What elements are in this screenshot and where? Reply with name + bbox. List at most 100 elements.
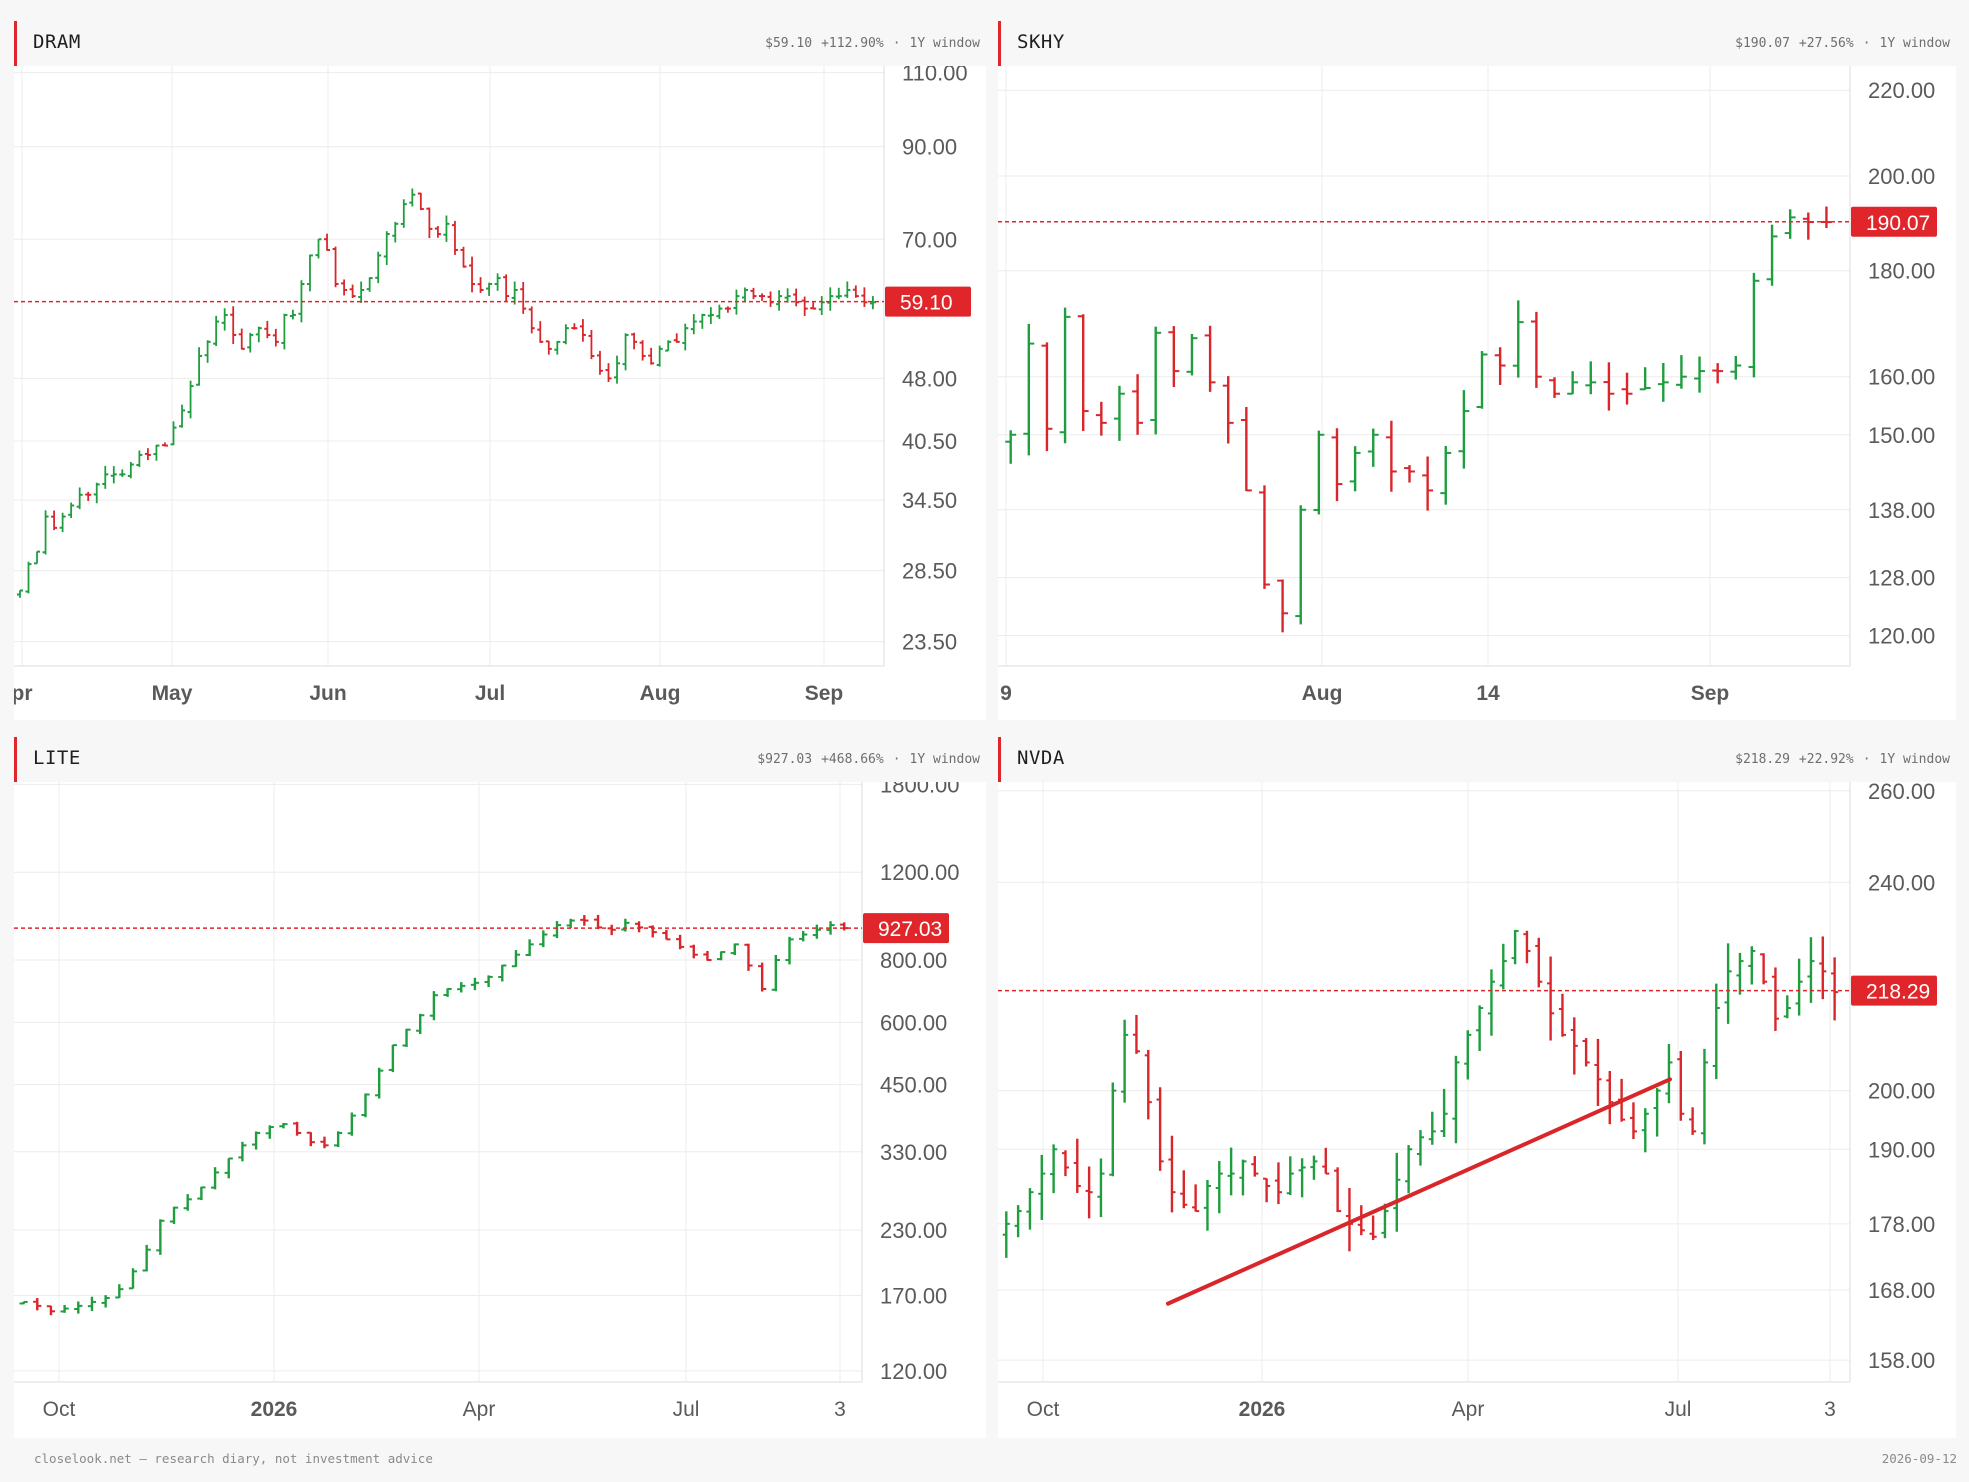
ohlc-bar: [1440, 1088, 1448, 1137]
ohlc-bar: [484, 975, 493, 988]
ohlc-bar: [520, 281, 527, 314]
ohlc-bar: [1422, 456, 1434, 511]
chart-panel-nvda: NVDA $218.29 +22.92% · 1Y window 260.00 240.…: [998, 730, 1956, 1438]
ohlc-bar: [1795, 958, 1803, 1016]
footer-date: 2026-09-12: [1881, 1451, 1957, 1466]
ohlc-bar: [1700, 1048, 1708, 1145]
y-tick-label: 200.00: [1868, 164, 1935, 189]
ohlc-bar: [607, 924, 616, 936]
ohlc-bar: [161, 442, 168, 447]
ohlc-bar: [332, 246, 339, 288]
ohlc-bar: [1512, 300, 1524, 378]
ohlc-bar: [434, 226, 441, 238]
window-label: 1Y window: [909, 752, 980, 767]
ohlc-bar: [1002, 1211, 1010, 1258]
ohlc-bar: [662, 929, 671, 941]
ohlc-bar: [793, 288, 800, 307]
ohlc-bar: [213, 315, 220, 347]
ohlc-bar: [605, 363, 612, 383]
ticker-symbol: NVDA: [1017, 747, 1065, 769]
ohlc-bar: [799, 930, 808, 942]
last-price-badge: 927.03: [863, 913, 949, 944]
ohlc-bar: [648, 347, 655, 365]
ohlc-bar: [785, 936, 794, 965]
ohlc-bar: [1180, 1170, 1188, 1209]
ohlc-bar: [1404, 465, 1415, 483]
trendline: [1166, 1077, 1672, 1306]
ohlc-bar: [703, 950, 712, 962]
ticker-symbol: LITE: [33, 747, 81, 769]
ohlc-bar: [639, 340, 646, 361]
ohlc-chart[interactable]: 110.00 90.00 70.00 48.00 40.50 34.50 28.50 23.5…: [14, 66, 986, 720]
ohlc-bar: [1381, 1203, 1389, 1239]
ohlc-bar: [42, 510, 49, 555]
ohlc-bar: [511, 281, 518, 305]
percent-change: +112.90%: [821, 36, 884, 51]
ohlc-bar: [238, 328, 245, 350]
ohlc-bar: [1724, 943, 1732, 1024]
x-tick-label: 14: [1476, 682, 1500, 705]
ohlc-bar: [251, 1131, 261, 1150]
ohlc-bar: [392, 221, 399, 243]
ohlc-bar: [675, 934, 685, 950]
y-tick-label: 138.00: [1868, 498, 1935, 523]
ohlc-bar: [60, 1305, 69, 1313]
panel-header: LITE $927.03 +468.66% · 1Y window: [14, 730, 986, 782]
ohlc-bar: [1041, 342, 1053, 452]
ohlc-bar: [1440, 445, 1452, 505]
ohlc-chart[interactable]: 1800.00 1200.00 800.00 600.00 450.00 330.00 23…: [14, 782, 986, 1438]
ohlc-bar: [826, 921, 835, 935]
badge-label: 218.29: [1866, 981, 1930, 1004]
chart-panel-skhy: SKHY $190.07 +27.56% · 1Y window 220.00 200.…: [998, 14, 1956, 720]
ohlc-bar: [1530, 311, 1542, 388]
ohlc-bar: [230, 306, 237, 344]
separator: ·: [892, 752, 901, 767]
ohlc-bar: [1558, 993, 1566, 1037]
ohlc-chart[interactable]: 260.00 240.00 200.00 190.00 178.00 168.00 158.…: [998, 782, 1956, 1438]
ohlc-bar: [730, 943, 739, 956]
y-tick-label: 180.00: [1868, 259, 1935, 284]
ohlc-bar: [1203, 1179, 1211, 1231]
ohlc-bar: [25, 561, 32, 594]
ohlc-bar: [46, 1305, 56, 1316]
ohlc-bar: [127, 462, 134, 479]
ohlc-bar: [682, 323, 689, 351]
ohlc-bar: [1263, 1177, 1271, 1203]
ohlc-bar: [784, 288, 791, 303]
last-price: $190.07: [1735, 36, 1790, 51]
ohlc-bar: [1132, 1014, 1140, 1054]
ohlc-bar: [156, 1219, 165, 1255]
ohlc-bar: [59, 512, 66, 533]
ohlc-bar: [1639, 367, 1651, 391]
ohlc-bar: [1603, 362, 1615, 411]
y-tick-label: 450.00: [880, 1073, 947, 1098]
separator: ·: [892, 36, 901, 51]
ohlc-bar: [76, 487, 83, 510]
ohlc-bar: [566, 918, 575, 929]
ohlc-bar: [221, 308, 228, 331]
ohlc-bar: [142, 1244, 151, 1272]
y-tick-label: 48.00: [902, 366, 957, 391]
ohlc-chart[interactable]: 220.00 200.00 180.00 160.00 150.00 138.00 128.…: [998, 66, 1956, 720]
ohlc-bar: [1621, 372, 1633, 405]
ohlc-bar: [1277, 579, 1289, 633]
y-tick-label: 160.00: [1868, 365, 1935, 390]
percent-change: +22.92%: [1798, 752, 1854, 767]
ohlc-bar: [1222, 376, 1234, 444]
ohlc-bar: [1511, 929, 1519, 965]
ohlc-bar: [1239, 1159, 1247, 1196]
ohlc-bar: [457, 982, 466, 993]
ohlc-bar: [1005, 430, 1017, 464]
ohlc-bar: [1014, 1205, 1022, 1238]
ohlc-bar: [1097, 1158, 1105, 1218]
ohlc-bar: [451, 220, 458, 255]
ohlc-bar: [183, 1194, 192, 1211]
ohlc-bar: [1494, 347, 1506, 386]
ohlc-bar: [1487, 969, 1495, 1036]
ohlc-bar: [361, 1093, 370, 1118]
ohlc-bar: [1582, 1038, 1590, 1067]
ohlc-bar: [375, 1067, 384, 1099]
ohlc-bar: [588, 330, 595, 360]
ohlc-bar: [771, 954, 780, 992]
ohlc-bar: [1428, 1111, 1436, 1145]
